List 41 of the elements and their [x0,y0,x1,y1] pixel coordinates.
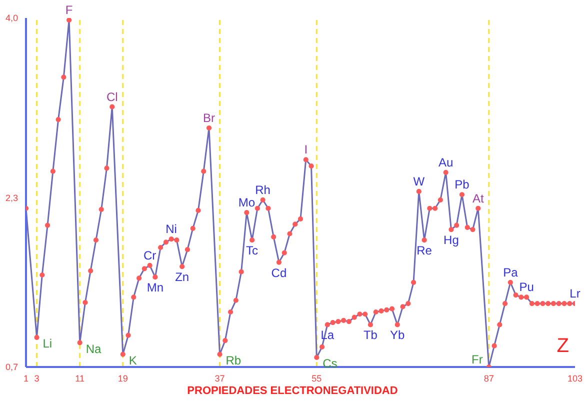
y-tick-label: 4,0 [5,13,18,24]
x-tick-label: 87 [484,373,494,384]
y-tick-label: 2,3 [5,192,18,203]
x-tick-label: 37 [214,373,225,384]
annotation: I [304,142,308,157]
x-tick-label: 3 [34,373,40,384]
annotation: Pb [454,178,470,192]
annotation: Rh [255,182,270,197]
x-tick-label: 103 [567,373,583,384]
annotation: Mo [238,196,256,210]
annotation: K [128,354,137,368]
annotation: Lr [570,286,580,301]
x-tick-label: 1 [23,373,29,384]
annotation: Pa [503,265,518,280]
annotation: Zn [175,270,190,284]
annotation: Li [42,336,52,351]
annotation: Tc [246,244,258,258]
annotation: At [472,191,484,206]
annotation: Re [416,244,432,258]
annotation: W [413,174,426,188]
annotation: Cr [143,248,156,262]
x-axis-title: Z [556,335,569,358]
annotation: Pu [519,280,534,294]
y-tick-label: 0,7 [5,362,18,372]
annotation: Ni [166,222,177,236]
x-tick-label: 55 [312,373,322,384]
annotation: Mn [146,280,164,295]
annotation: Yb [390,328,406,342]
x-tick-label: 11 [75,373,84,384]
annotation: Na [86,342,102,356]
annotation: Tb [363,328,378,342]
annotation: Br [203,110,216,125]
annotation: Hg [444,233,459,248]
annotation: F [65,3,73,18]
annotation: Rb [226,354,242,368]
annotation: Au [438,155,454,170]
annotation: Cl [106,90,118,104]
annotation: Fr [472,352,483,366]
annotation: Cd [271,266,287,280]
text: PROPIEDADES ELECTRONEGATIVIDAD [186,385,399,397]
x-tick-label: 19 [118,373,128,384]
